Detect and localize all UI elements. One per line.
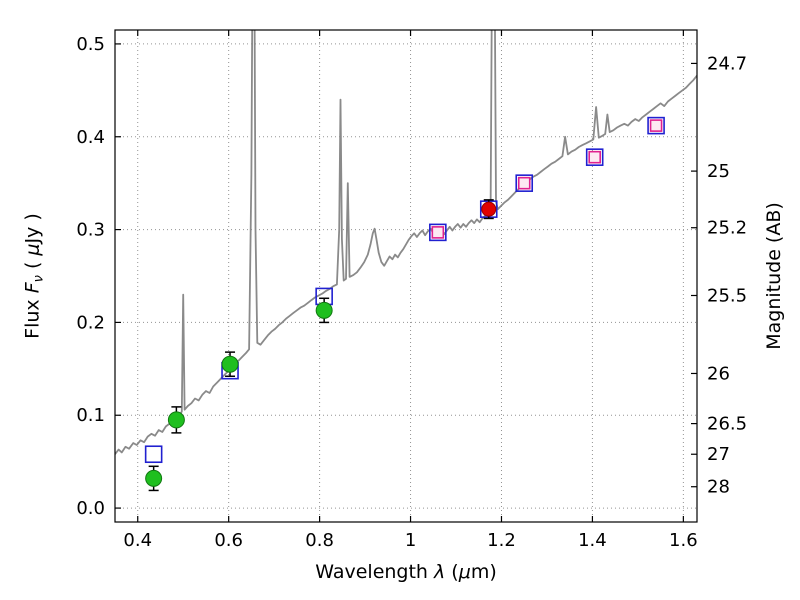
x-tick-labels: 0.4 0.6 0.8 1 1.2 1.4 1.6 bbox=[123, 530, 697, 551]
svg-text:1: 1 bbox=[405, 530, 416, 551]
svg-text:0.1: 0.1 bbox=[76, 405, 105, 426]
svg-text:1.4: 1.4 bbox=[578, 530, 607, 551]
red-photometry-circle bbox=[481, 199, 497, 220]
svg-text:26.5: 26.5 bbox=[707, 414, 747, 435]
svg-text:0.0: 0.0 bbox=[76, 498, 105, 519]
model-spectrum bbox=[115, 30, 697, 455]
axes-frame bbox=[114, 29, 698, 523]
svg-text:27: 27 bbox=[707, 444, 730, 465]
svg-text:24.7: 24.7 bbox=[707, 53, 747, 74]
model-photometry-squares bbox=[144, 116, 665, 464]
svg-text:0.6: 0.6 bbox=[214, 530, 243, 551]
y-axis-label: Flux Fν ( μJy ) bbox=[21, 213, 47, 339]
svg-text:26: 26 bbox=[707, 363, 730, 384]
nir-photometry-squares bbox=[431, 119, 663, 239]
svg-text:25.5: 25.5 bbox=[707, 285, 747, 306]
optical-photometry-circles bbox=[145, 297, 333, 492]
svg-text:0.3: 0.3 bbox=[76, 220, 105, 241]
svg-text:0.4: 0.4 bbox=[123, 530, 152, 551]
y-tick-labels: 0.0 0.1 0.2 0.3 0.4 0.5 bbox=[76, 34, 105, 519]
svg-text:1.2: 1.2 bbox=[487, 530, 516, 551]
magnitude-tick-labels: 24.7 25 25.2 25.5 26 26.5 27 28 bbox=[707, 53, 747, 497]
svg-text:28: 28 bbox=[707, 477, 730, 498]
svg-text:0.8: 0.8 bbox=[305, 530, 334, 551]
svg-text:0.2: 0.2 bbox=[76, 312, 105, 333]
svg-text:0.4: 0.4 bbox=[76, 127, 105, 148]
svg-text:0.5: 0.5 bbox=[76, 34, 105, 55]
plot-area bbox=[115, 30, 697, 492]
svg-text:25.2: 25.2 bbox=[707, 218, 747, 239]
svg-text:1.6: 1.6 bbox=[669, 530, 698, 551]
magnitude-axis-label: Magnitude (AB) bbox=[763, 202, 785, 350]
grid bbox=[115, 30, 697, 522]
x-axis-label: Wavelength λ (μm) bbox=[315, 561, 497, 583]
tick-marks bbox=[115, 30, 697, 522]
svg-text:25: 25 bbox=[707, 161, 730, 182]
